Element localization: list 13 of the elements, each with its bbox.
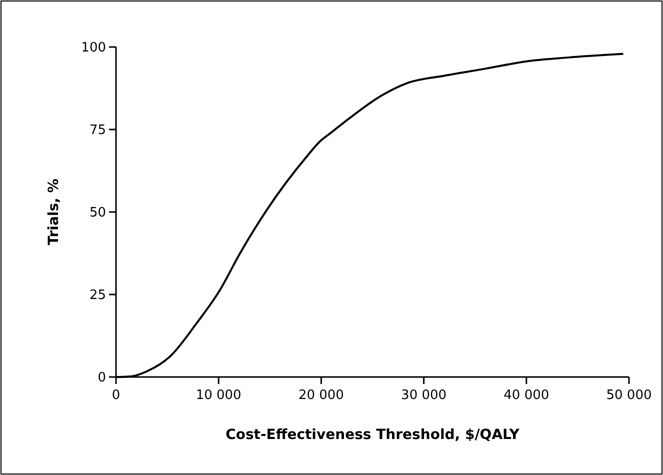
- y-tick-label: 100: [81, 40, 106, 56]
- x-tick-label: 40 000: [504, 388, 550, 403]
- y-tick-label: 25: [89, 288, 106, 304]
- y-axis-title: Trials, %: [46, 178, 62, 246]
- y-tick-label: 75: [89, 123, 106, 138]
- x-tick-label: 10 000: [196, 388, 242, 403]
- y-tick-label: 50: [89, 206, 106, 221]
- y-tick-label: 0: [98, 370, 106, 386]
- x-tick-label: 20 000: [298, 388, 344, 403]
- x-tick-label: 50 000: [606, 388, 652, 403]
- x-axis-title: Cost-Effectiveness Threshold, $/QALY: [226, 427, 520, 443]
- x-tick-label: 30 000: [401, 388, 447, 403]
- x-tick-label: 0: [112, 388, 120, 403]
